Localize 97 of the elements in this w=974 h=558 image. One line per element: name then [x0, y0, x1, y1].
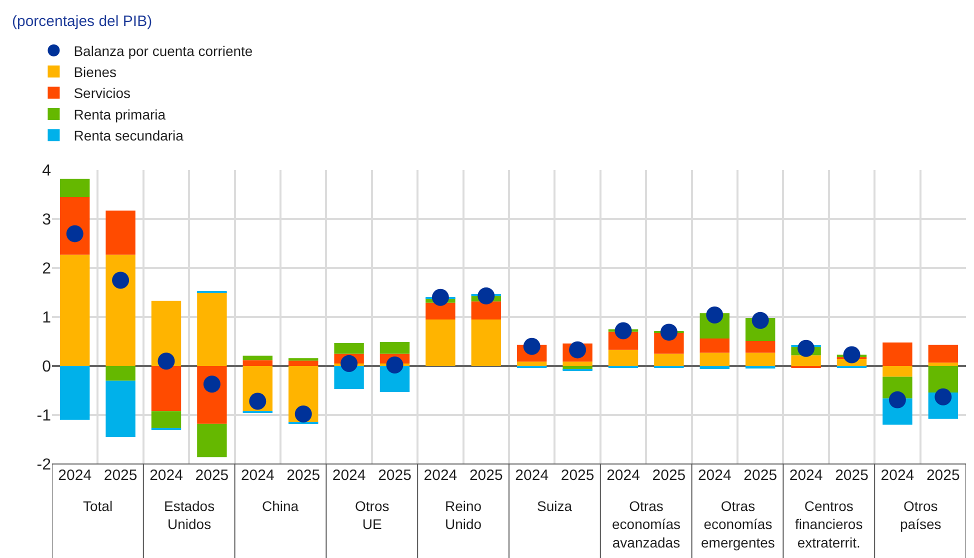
x-tick-label: 2024 — [240, 467, 274, 484]
x-tick-label: 2025 — [378, 467, 412, 484]
x-tick-label: 2024 — [150, 467, 183, 484]
bar — [791, 355, 821, 366]
x-tick-label: 2024 — [789, 467, 823, 484]
bar — [242, 360, 272, 366]
bar — [562, 362, 592, 366]
bar — [106, 366, 136, 381]
bar — [746, 341, 776, 353]
y-tick-label: 2 — [42, 260, 52, 278]
point — [660, 324, 678, 341]
x-tick-label: 2025 — [560, 467, 594, 484]
legend-label: Bienes — [74, 64, 117, 80]
bar — [106, 210, 136, 255]
bar — [700, 352, 730, 366]
bar — [380, 342, 410, 354]
text: Otras economías avanzadas — [612, 498, 680, 550]
point — [706, 306, 724, 324]
bar — [426, 319, 456, 366]
x-tick-label: 2025 — [286, 467, 320, 484]
text: Centros financieros extraterrit. — [795, 498, 863, 550]
text: Otros UE — [355, 498, 390, 532]
x-tick-label: 2024 — [880, 467, 914, 484]
bar — [882, 342, 912, 366]
x-tick-label: 2025 — [652, 467, 686, 484]
legend-label: Renta primaria — [74, 106, 166, 122]
point — [843, 346, 860, 364]
y-tick-label: 4 — [42, 162, 52, 180]
point — [888, 391, 906, 408]
point — [386, 356, 404, 374]
bar — [60, 366, 90, 420]
bar — [608, 350, 638, 366]
x-tick-label: 2025 — [835, 467, 868, 484]
bar — [471, 301, 501, 320]
bar — [197, 424, 227, 458]
bar — [928, 344, 958, 363]
point — [112, 272, 130, 289]
legend-label: Balanza por cuenta corriente — [74, 42, 253, 59]
text: Otras economías emergentes — [701, 498, 775, 550]
point — [340, 355, 358, 372]
y-tick-label: 1 — [42, 310, 52, 327]
x-tick-label: 2024 — [515, 467, 549, 484]
bar — [151, 411, 182, 428]
x-tick-label: 2024 — [332, 467, 366, 484]
bar — [928, 362, 958, 366]
legend-label: Servicios — [74, 85, 131, 102]
bar — [426, 302, 456, 320]
text: Otros países — [900, 498, 942, 532]
x-tick-label: 2025 — [195, 467, 229, 484]
text: Total — [83, 498, 113, 514]
point — [203, 376, 220, 393]
bar — [882, 366, 912, 377]
legend-label: Renta secundaria — [74, 128, 184, 144]
y-tick-label: 3 — [42, 212, 52, 229]
point — [934, 388, 952, 406]
point — [158, 352, 175, 370]
x-tick-label: 2024 — [698, 467, 732, 484]
bar — [242, 356, 272, 360]
bar — [60, 178, 90, 197]
x-tick-label: 2024 — [424, 467, 458, 484]
x-tick-label: 2024 — [606, 467, 640, 484]
bar — [106, 254, 136, 366]
point — [249, 392, 266, 410]
bar — [517, 362, 547, 366]
bar — [197, 292, 227, 366]
point — [752, 312, 769, 329]
y-tick-label: 0 — [42, 358, 52, 376]
x-tick-label: 2025 — [744, 467, 778, 484]
bar — [106, 380, 136, 438]
bar — [288, 360, 318, 366]
point — [614, 322, 632, 340]
bar — [471, 319, 501, 366]
text: Estados Unidos — [164, 498, 215, 532]
bar — [334, 342, 364, 354]
point — [432, 288, 449, 306]
text: Reino Unido — [445, 498, 482, 532]
bar — [60, 254, 90, 366]
bar — [700, 366, 730, 369]
text: China — [262, 498, 299, 514]
y-tick-label: -1 — [36, 408, 52, 425]
y-tick-label: -2 — [36, 456, 52, 474]
x-tick-label: 2025 — [926, 467, 960, 484]
point — [798, 340, 815, 357]
bar — [928, 366, 958, 392]
point — [478, 287, 495, 304]
bar — [288, 358, 318, 361]
x-tick-label: 2025 — [104, 467, 138, 484]
x-tick-label: 2025 — [469, 467, 503, 484]
bar — [700, 338, 730, 353]
x-tick-label: 2024 — [58, 467, 92, 484]
bar — [654, 354, 684, 366]
bar — [746, 352, 776, 366]
bar — [151, 366, 182, 412]
chart-title: (porcentajes del PIB) — [12, 13, 152, 30]
point — [294, 406, 312, 423]
text: Suiza — [537, 498, 572, 514]
point — [523, 338, 540, 355]
